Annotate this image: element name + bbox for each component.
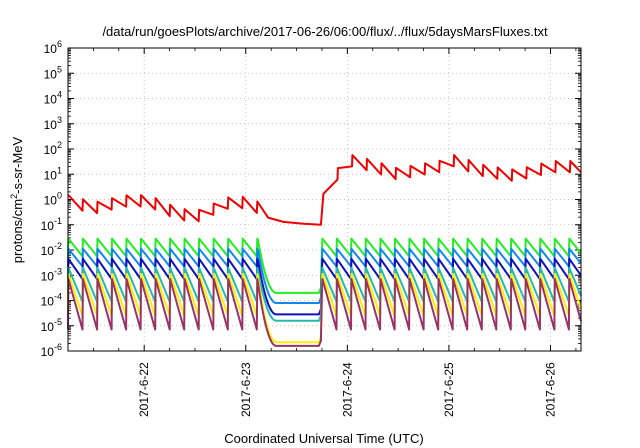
y-axis-label-sup: 2 [9, 194, 19, 199]
x-axis-label: Coordinated Universal Time (UTC) [224, 431, 423, 446]
y-tick-label: 101 [44, 165, 62, 182]
y-tick-label: 105 [44, 64, 62, 81]
series-line-3 [67, 247, 582, 304]
y-tick-exp: -4 [54, 292, 62, 302]
y-tick-exp: -1 [54, 216, 62, 226]
y-axis-label-suffix: -s-sr-MeV [10, 136, 25, 193]
y-tick-base: 10 [44, 67, 58, 81]
y-tick-base: 10 [41, 269, 55, 283]
y-axis-label: protons/cm2-s-sr-MeV [9, 136, 25, 263]
y-tick-exp: -2 [54, 241, 62, 251]
y-tick-exp: 2 [57, 140, 62, 150]
y-tick-exp: 5 [57, 64, 62, 74]
y-tick-exp: 0 [57, 191, 62, 201]
y-tick-label: 10-6 [41, 342, 62, 359]
y-tick-base: 10 [44, 42, 58, 56]
y-tick-exp: 3 [57, 115, 62, 125]
y-tick-label: 103 [44, 115, 62, 132]
y-tick-exp: 1 [57, 165, 62, 175]
x-tick-label: 2017-6-23 [239, 362, 253, 417]
x-tick-label: 2017-6-25 [442, 362, 456, 417]
y-tick-base: 10 [44, 93, 58, 107]
x-ticks: 2017-6-22 2017-6-23 2017-6-24 2017-6-25 2017… [67, 48, 577, 417]
y-tick-base: 10 [41, 244, 55, 258]
y-tick-label: 10-5 [41, 317, 62, 334]
series-line-1 [67, 154, 582, 226]
y-tick-base: 10 [44, 143, 58, 157]
y-tick-label: 102 [44, 140, 62, 157]
y-tick-exp: -3 [54, 266, 62, 276]
y-tick-exp: 6 [57, 39, 62, 49]
y-tick-label: 10-2 [41, 241, 62, 258]
series-group [67, 154, 582, 347]
x-tick-label: 2017-6-26 [544, 362, 558, 417]
y-tick-exp: -5 [54, 317, 62, 327]
y-tick-base: 10 [44, 168, 58, 182]
x-tick-label: 2017-6-22 [137, 362, 151, 417]
y-tick-base: 10 [41, 295, 55, 309]
y-tick-base: 10 [41, 219, 55, 233]
y-ticks: 10610510410310210110010-110-210-310-410-… [41, 39, 581, 359]
plot-frame [67, 47, 582, 352]
y-tick-label: 10-1 [41, 216, 62, 233]
y-tick-exp: 4 [57, 90, 62, 100]
y-tick-label: 10-4 [41, 292, 62, 309]
x-tick-label: 2017-6-24 [340, 362, 354, 417]
y-tick-label: 106 [44, 39, 62, 56]
y-tick-label: 104 [44, 90, 62, 107]
y-tick-base: 10 [44, 118, 58, 132]
chart-title: /data/run/goesPlots/archive/2017-06-26/0… [102, 24, 548, 39]
y-tick-base: 10 [44, 194, 58, 208]
series-line-2 [67, 237, 582, 294]
y-tick-label: 100 [44, 191, 62, 208]
y-tick-base: 10 [41, 320, 55, 334]
y-tick-label: 10-3 [41, 266, 62, 283]
y-tick-exp: -6 [54, 342, 62, 352]
y-tick-base: 10 [41, 345, 55, 359]
y-axis-label-prefix: protons/cm [10, 199, 25, 263]
series-line-7 [67, 278, 582, 347]
